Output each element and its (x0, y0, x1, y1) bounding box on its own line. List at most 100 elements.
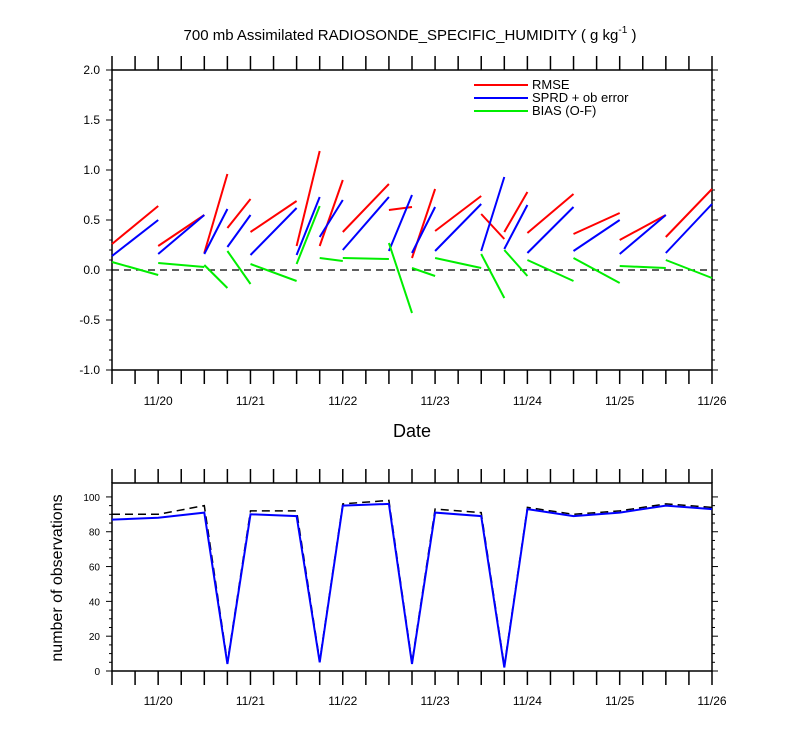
bottom-x-axis: 11/20 11/21 11/22 11/23 11/24 11/25 11/26 (111, 469, 727, 708)
series-segment (480, 176, 506, 252)
x-tick-label: 11/20 (144, 694, 173, 708)
y-tick-label: -0.5 (79, 313, 100, 327)
series-segment (318, 199, 344, 238)
series-segment (249, 207, 298, 256)
x-tick-label: 11/23 (421, 394, 450, 408)
series-segment (111, 219, 159, 257)
x-tick-label: 11/26 (697, 694, 726, 708)
series-segment (411, 267, 436, 277)
series-segment (319, 257, 343, 262)
series-segment (226, 250, 252, 285)
series-segment (619, 214, 667, 255)
x-tick-label: 11/20 (144, 394, 173, 408)
series-segment (342, 257, 389, 260)
x-tick-label: 11/21 (236, 394, 265, 408)
legend-label: BIAS (O-F) (532, 103, 596, 118)
series-segment (665, 259, 713, 279)
top-series-group (111, 150, 713, 314)
y-tick-label: 0 (94, 667, 100, 678)
title-superscript: -1 (618, 25, 627, 36)
series-segment (665, 203, 713, 254)
y-tick-label: 1.5 (83, 113, 100, 127)
y-tick-label: 0.5 (83, 213, 100, 227)
series-segment (411, 206, 436, 254)
y-tick-label: 60 (89, 563, 101, 574)
series-segment (503, 191, 529, 233)
y-tick-label: 2.0 (83, 63, 100, 77)
series-segment (157, 214, 205, 255)
series-segment (434, 257, 482, 269)
series-segment (480, 253, 506, 299)
bottom-plot-frame (111, 482, 713, 672)
series-sprd-ob-error (111, 176, 713, 257)
series-segment (203, 173, 229, 254)
series-segment (318, 179, 344, 247)
top-y-axis: 2.0 1.5 1.0 0.5 0.0 -0.5 -1.0 (79, 63, 718, 377)
top-plot-frame (111, 69, 713, 371)
y-tick-label: 20 (89, 632, 101, 643)
legend-label: RMSE (532, 77, 570, 92)
x-tick-label: 11/25 (605, 694, 634, 708)
y-tick-label: 1.0 (83, 163, 100, 177)
series-segment (434, 203, 482, 252)
series-segment (111, 261, 159, 276)
x-tick-label: 11/22 (328, 394, 357, 408)
series-segment (111, 205, 159, 245)
top-x-axis: 11/20 11/21 11/22 11/23 11/24 11/25 11/26 (111, 56, 727, 408)
x-tick-label: 11/24 (513, 394, 542, 408)
series-total-observations (112, 499, 713, 666)
series-segment (434, 195, 482, 232)
series-segment (203, 264, 229, 289)
series-segment (158, 262, 205, 268)
bottom-y-axis: 100 80 60 40 20 0 (83, 493, 718, 678)
series-segment (249, 200, 298, 233)
series-segment (526, 259, 574, 282)
series-segment (573, 257, 621, 284)
y-tick-label: -1.0 (79, 363, 100, 377)
series-segment (526, 206, 575, 254)
series-segment (572, 219, 621, 252)
series-segment (503, 249, 529, 277)
series-segment (480, 213, 506, 240)
chart-title: 700 mb Assimilated RADIOSONDE_SPECIFIC_H… (184, 25, 637, 44)
series-segment (295, 196, 321, 256)
y-tick-label: 40 (89, 597, 101, 608)
series-segment (295, 150, 321, 247)
series-segment (203, 208, 229, 255)
x-tick-label: 11/25 (605, 394, 634, 408)
y-axis-label: number of observations (49, 494, 66, 661)
bottom-series-group (111, 499, 713, 668)
x-tick-label: 11/21 (236, 694, 265, 708)
top-panel: 2.01.51.00.50.0-0.5-1.0 11/20 11/21 11/22 1… (79, 56, 727, 441)
series-segment (619, 214, 667, 241)
series-segment (665, 188, 713, 238)
x-axis-label: Date (393, 421, 431, 441)
y-tick-label: 100 (83, 493, 100, 504)
x-tick-label: 11/22 (328, 694, 357, 708)
x-tick-label: 11/23 (421, 694, 450, 708)
series-segment (226, 198, 252, 229)
series-rmse (111, 150, 713, 259)
series-segment (387, 242, 413, 314)
x-tick-label: 11/24 (513, 694, 542, 708)
series-segment (387, 194, 413, 252)
y-tick-label: 80 (89, 528, 101, 539)
legend-label: SPRD + ob error (532, 90, 629, 105)
series-segment (295, 205, 321, 265)
series-segment (226, 214, 252, 248)
series-segment (619, 265, 666, 269)
x-tick-label: 11/26 (697, 394, 726, 408)
series-segment (157, 214, 205, 247)
series-segment (573, 212, 621, 235)
series-segment (503, 204, 529, 250)
series-segment (342, 183, 390, 233)
series-segment (388, 206, 413, 211)
series-assimilated-observations (111, 502, 713, 668)
series-segment (250, 263, 297, 282)
series-bias-o-f- (111, 205, 713, 314)
series-segment (526, 193, 575, 234)
y-tick-label: 0.0 (83, 263, 100, 277)
